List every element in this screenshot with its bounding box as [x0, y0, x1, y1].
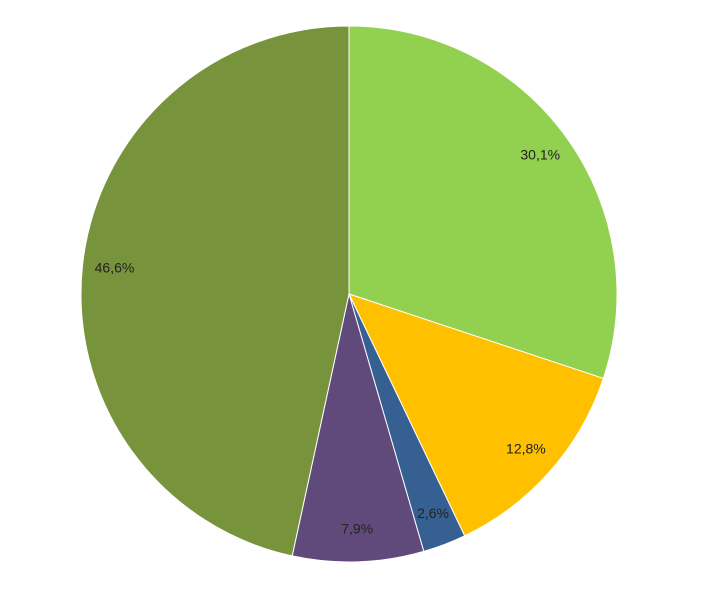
data-label: 30,1% — [520, 147, 560, 163]
data-label: 46,6% — [95, 260, 135, 276]
pie-slice — [348, 25, 618, 380]
data-label: 12,8% — [506, 441, 546, 457]
data-label: 7,9% — [341, 520, 373, 536]
data-label: 2,6% — [417, 505, 449, 521]
pie-slice — [348, 293, 604, 537]
pie-slice — [80, 25, 350, 557]
pie-slice — [291, 293, 425, 563]
